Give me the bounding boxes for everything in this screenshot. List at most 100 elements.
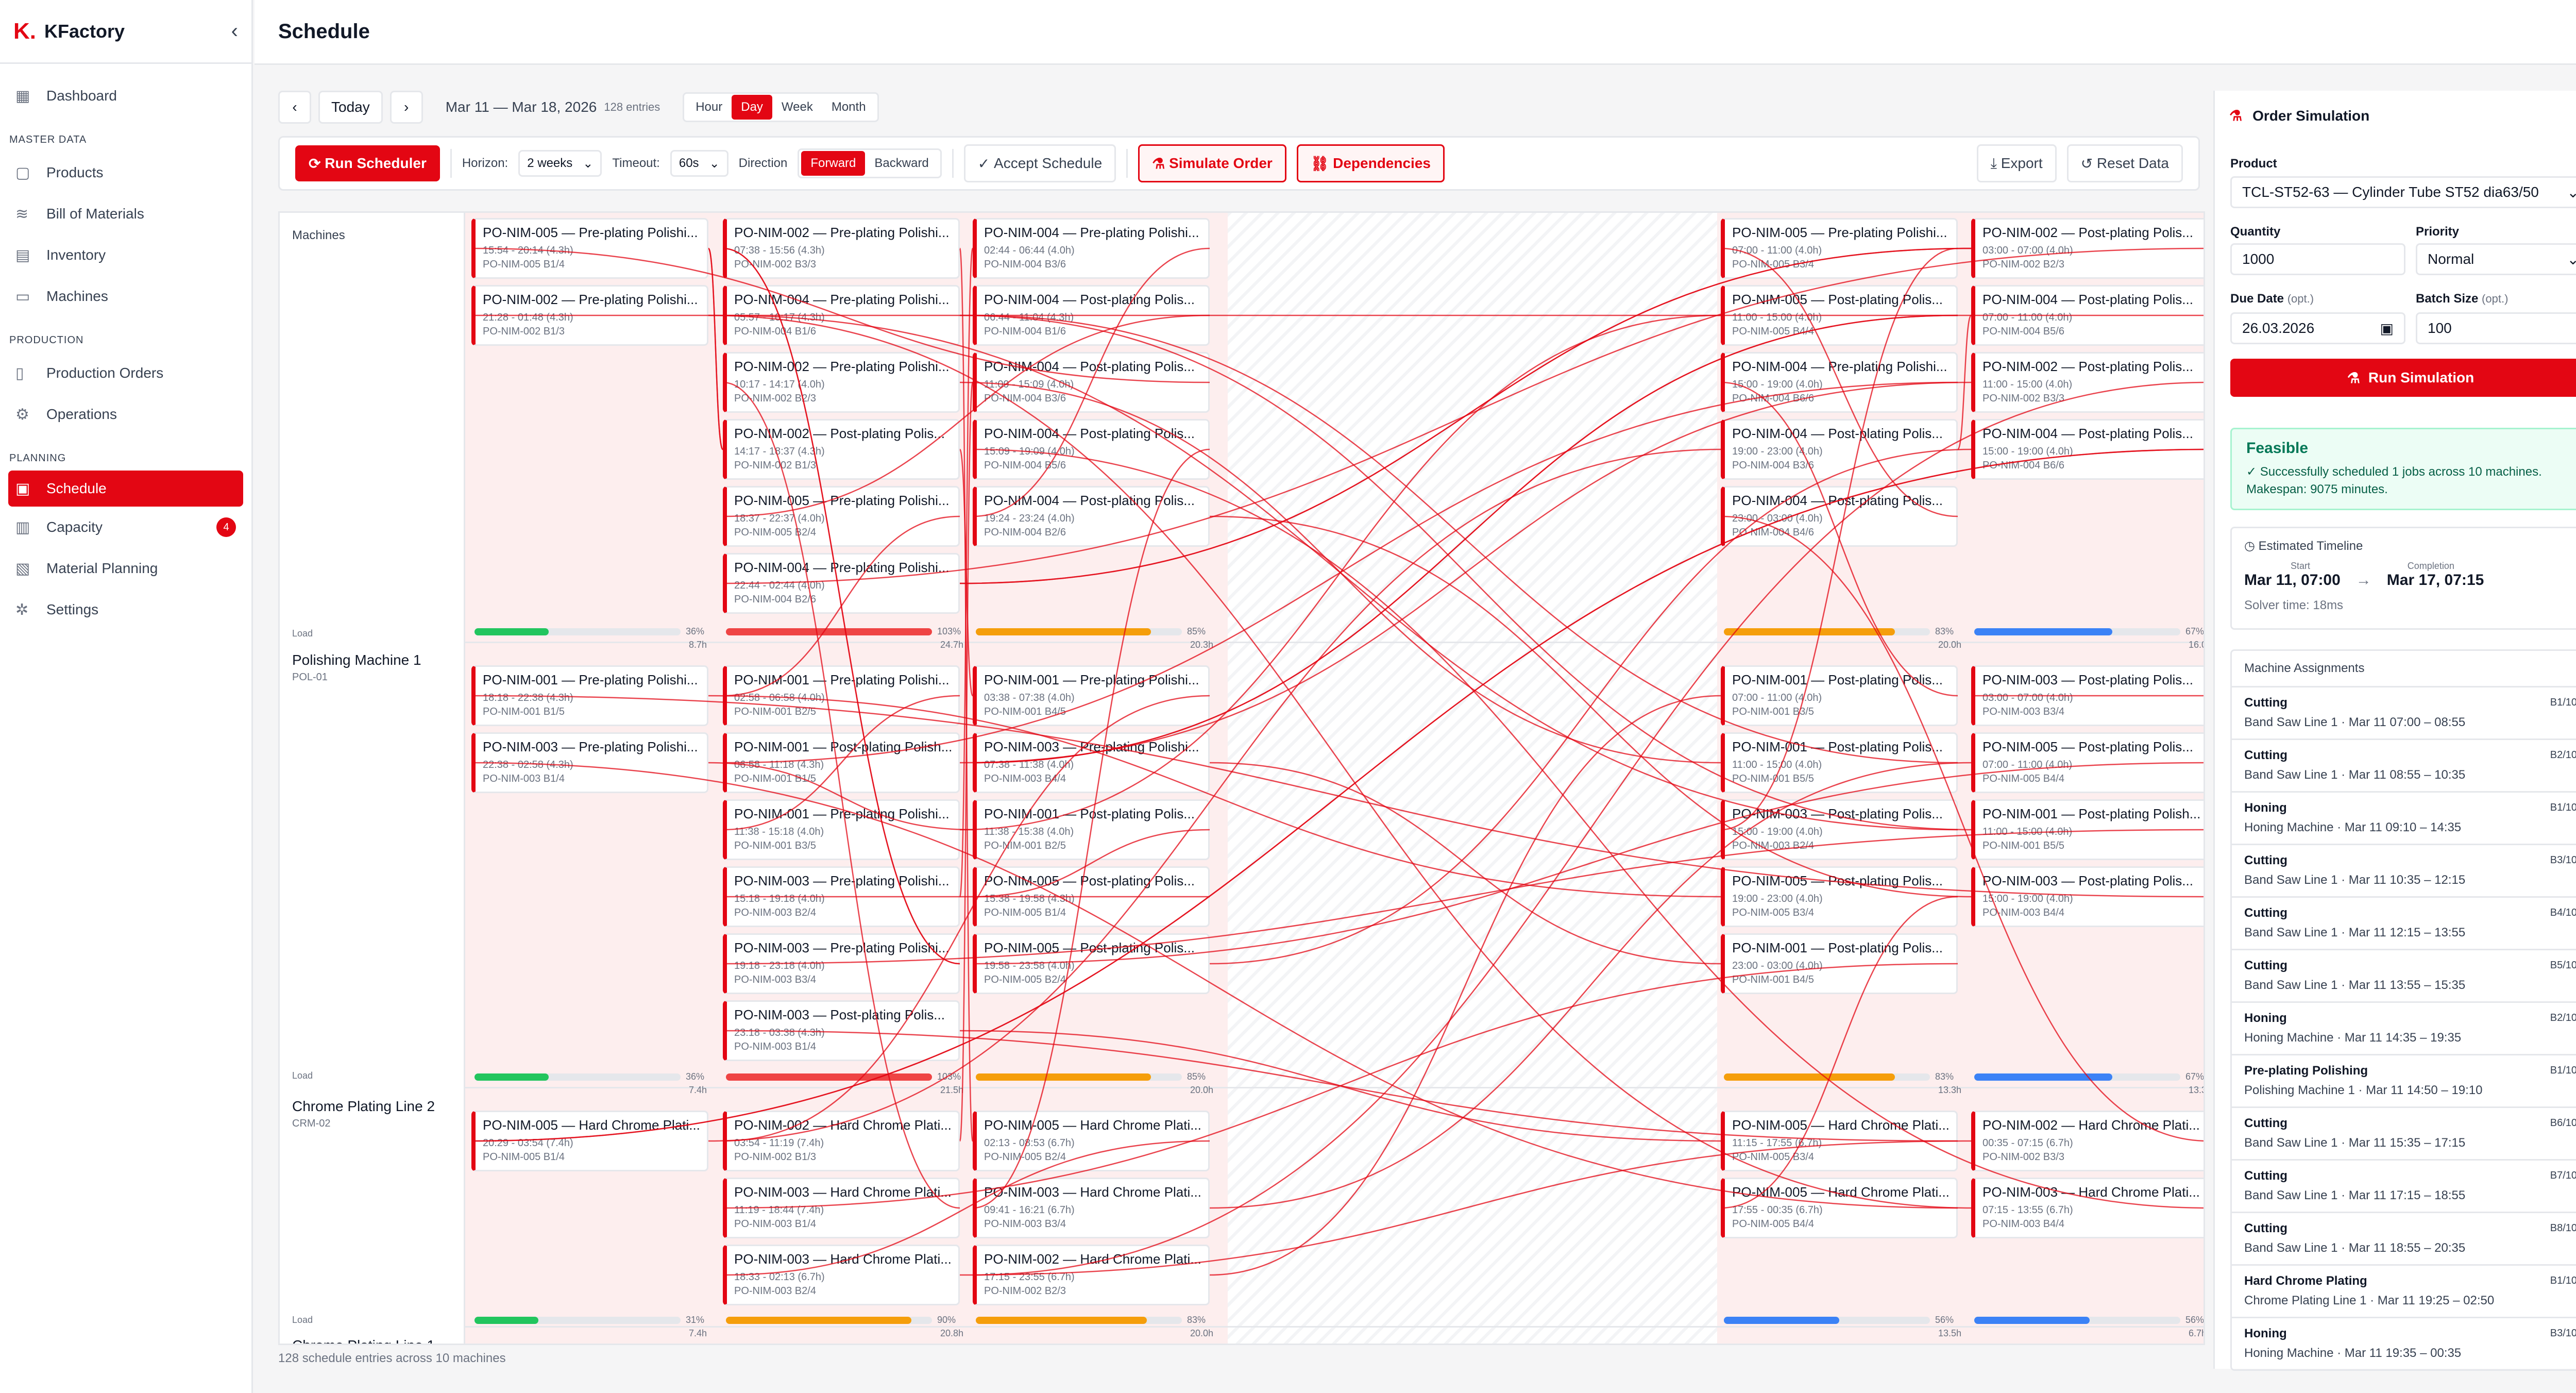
today-button[interactable]: Today [318,91,383,124]
entry-time: 15:00 - 19:00 (4.0h) [1982,446,2073,457]
view-month[interactable]: Month [831,100,866,114]
direction-backward[interactable]: Backward [874,156,929,170]
assignment-detail: Band Saw Line 1 · Mar 11 18:55 – 20:35 [2244,1241,2466,1255]
assignment-row: Cutting Band Saw Line 1 · Mar 11 07:00 – … [2232,687,2576,740]
schedule-entry-card[interactable]: PO-NIM-002 — Pre-plating Polishi... 07:38… [723,218,960,279]
schedule-entry-card[interactable]: PO-NIM-003 — Pre-plating Polishi... 19:18… [723,933,960,994]
date-range: Mar 11 — Mar 18, 2026 [445,99,597,115]
schedule-entry-card[interactable]: PO-NIM-001 — Post-plating Polis... 23:00 … [1721,933,1958,994]
assignment-operation: Cutting [2244,906,2287,920]
batch-size-label-text: Batch Size [2416,292,2479,306]
solver-time: Solver time: 18ms [2244,598,2344,612]
entry-time: 03:00 - 07:00 (4.0h) [1982,692,2073,703]
sidebar-item-dashboard[interactable]: ▦ Dashboard [8,75,243,116]
export-button[interactable]: ⤓ Export [1976,144,2057,182]
schedule-entry-card[interactable]: PO-NIM-002 — Hard Chrome Plati... 00:35 -… [1971,1111,2204,1171]
sidebar-item-schedule[interactable]: ▣ Schedule [8,471,243,507]
sidebar-item-machines[interactable]: ▭ Machines [8,276,243,317]
assignment-batch: B7/10 [2550,1170,2576,1181]
timeline-completion: Completion Mar 17, 07:15 [2387,561,2484,589]
entry-time: 07:00 - 11:00 (4.0h) [1732,692,1822,703]
schedule-entry-card[interactable]: PO-NIM-004 — Pre-plating Polishi... 02:44… [973,218,1210,279]
entry-title: PO-NIM-001 — Post-plating Polis... [1732,940,1943,955]
load-bar-fill [976,628,1151,635]
load-bar-fill [1724,1073,1895,1081]
sidebar-item-products[interactable]: ▢ Products [8,152,243,193]
priority-value: Normal [2428,251,2475,267]
prev-range-button[interactable]: ‹ [278,91,311,124]
layers-icon: ≋ [15,205,29,223]
sidebar-item-inventory[interactable]: ▤ Inventory [8,234,243,276]
schedule-entry-card[interactable]: PO-NIM-001 — Pre-plating Polishi... 03:38… [973,665,1210,726]
entry-title: PO-NIM-003 — Hard Chrome Plati... [1982,1184,2199,1200]
horizon-select[interactable]: 2 weeks ⌄ [518,150,602,177]
load-label: Load [292,1070,313,1081]
machine-code: CRM-02 [292,1118,331,1129]
simulate-order-button[interactable]: ⚗ Simulate Order [1138,144,1286,182]
run-scheduler-button[interactable]: ⟳ Run Scheduler [295,145,440,181]
schedule-entry-card[interactable]: PO-NIM-005 — Hard Chrome Plati... 17:55 -… [1721,1178,1958,1238]
timeout-select[interactable]: 60s ⌄ [670,150,728,177]
reset-data-button[interactable]: ↺ Reset Data [2066,144,2183,182]
direction-forward[interactable]: Forward [801,151,866,176]
schedule-entry-card[interactable]: PO-NIM-002 — Pre-plating Polishi... 10:17… [723,352,960,413]
non-working-day [1228,213,1717,1344]
schedule-entry-card[interactable]: PO-NIM-005 — Hard Chrome Plati... 02:13 -… [973,1111,1210,1171]
load-bar [474,1317,681,1324]
schedule-entry-card[interactable]: PO-NIM-004 — Post-plating Polis... 19:00 … [1721,419,1958,480]
entry-title: PO-NIM-005 — Pre-plating Polishi... [1732,225,1947,240]
entry-time: 15:00 - 19:00 (4.0h) [1732,826,1823,837]
dependency-links [471,247,2204,1276]
entry-time: 21:28 - 01:48 (4.3h) [483,312,573,323]
dependency-link [1720,896,1958,1209]
sidebar-item-material-planning[interactable]: ▧ Material Planning [8,548,243,589]
schedule-entry-card[interactable]: PO-NIM-003 — Pre-plating Polishi... 07:38… [973,732,1210,793]
sidebar-item-bom[interactable]: ≋ Bill of Materials [8,193,243,234]
assignment-operation: Honing [2244,1011,2287,1025]
completion-value: Mar 17, 07:15 [2386,572,2484,589]
load-percent: 85% [1187,1071,1206,1082]
schedule-entry-card[interactable]: PO-NIM-003 — Hard Chrome Plati... 18:33 -… [723,1245,960,1305]
schedule-entry-card[interactable]: PO-NIM-005 — Hard Chrome Plati... 11:15 -… [1721,1111,1958,1171]
sidebar-item-capacity[interactable]: ▥ Capacity 4 [8,507,243,548]
schedule-entry-card[interactable]: PO-NIM-003 — Post-plating Polis... 15:00 … [1971,866,2204,927]
schedule-entry-card[interactable]: PO-NIM-001 — Pre-plating Polishi... 02:58… [723,665,960,726]
dependencies-button[interactable]: ⛓ Dependencies [1296,144,1445,182]
schedule-entry-card[interactable]: PO-NIM-005 — Pre-plating Polishi... 15:54… [471,218,708,279]
load-hours: 8.7h [689,640,707,650]
assignment-batch: B8/10 [2550,1222,2576,1234]
entry-time: 15:38 - 19:58 (4.3h) [984,893,1075,904]
direction-toggle: Forward Backward [798,148,942,178]
schedule-entry-card[interactable]: PO-NIM-002 — Hard Chrome Plati... 03:54 -… [723,1111,960,1171]
machine-name: Chrome Plating Line 2 [292,1098,435,1114]
view-week[interactable]: Week [781,100,813,114]
view-hour[interactable]: Hour [696,100,723,114]
collapse-sidebar-icon[interactable]: ‹ [231,20,238,42]
schedule-entry-card[interactable]: PO-NIM-002 — Post-plating Polis... 11:00 … [1971,352,2204,413]
schedule-entry-card[interactable]: PO-NIM-002 — Post-plating Polis... 03:00 … [1971,218,2204,279]
quantity-input[interactable]: 1000 [2230,243,2405,275]
due-date-input[interactable]: 26.03.2026 ▣ [2230,312,2405,344]
sidebar-item-settings[interactable]: ✲ Settings [8,589,243,630]
batch-size-input[interactable]: 100 [2416,312,2576,344]
view-day[interactable]: Day [732,95,772,120]
entry-time: 23:00 - 03:00 (4.0h) [1732,960,1823,971]
dependency-link [959,381,1972,764]
next-range-button[interactable]: › [389,91,423,124]
schedule-entry-card[interactable]: PO-NIM-001 — Post-plating Polis... 11:00 … [1721,732,1958,793]
assignment-detail: Honing Machine · Mar 11 14:35 – 19:35 [2244,1031,2462,1045]
priority-select[interactable]: Normal ⌄ [2416,243,2576,275]
schedule-entry-card[interactable]: PO-NIM-003 — Hard Chrome Plati... 09:41 -… [973,1178,1210,1238]
entry-title: PO-NIM-001 — Pre-plating Polishi... [984,672,1199,687]
run-simulation-button[interactable]: ⚗ Run Simulation [2230,359,2576,397]
sidebar-item-production-orders[interactable]: ▯ Production Orders [8,353,243,394]
product-select[interactable]: TCL-ST52-63 — Cylinder Tube ST52 dia63/5… [2230,176,2576,208]
schedule-entry-card[interactable]: PO-NIM-004 — Post-plating Polis... 23:00 … [1721,486,1958,547]
assignment-row: Cutting Band Saw Line 1 · Mar 11 08:55 – … [2232,740,2576,793]
simulate-label: Simulate Order [1169,155,1273,171]
entry-time: 11:00 - 15:00 (4.0h) [1732,312,1822,323]
accept-schedule-button[interactable]: ✓ Accept Schedule [963,144,1116,182]
schedule-entry-card[interactable]: PO-NIM-003 — Hard Chrome Plati... 07:15 -… [1971,1178,2204,1238]
sidebar-item-operations[interactable]: ⚙ Operations [8,394,243,435]
entry-title: PO-NIM-005 — Post-plating Polis... [1732,873,1943,888]
